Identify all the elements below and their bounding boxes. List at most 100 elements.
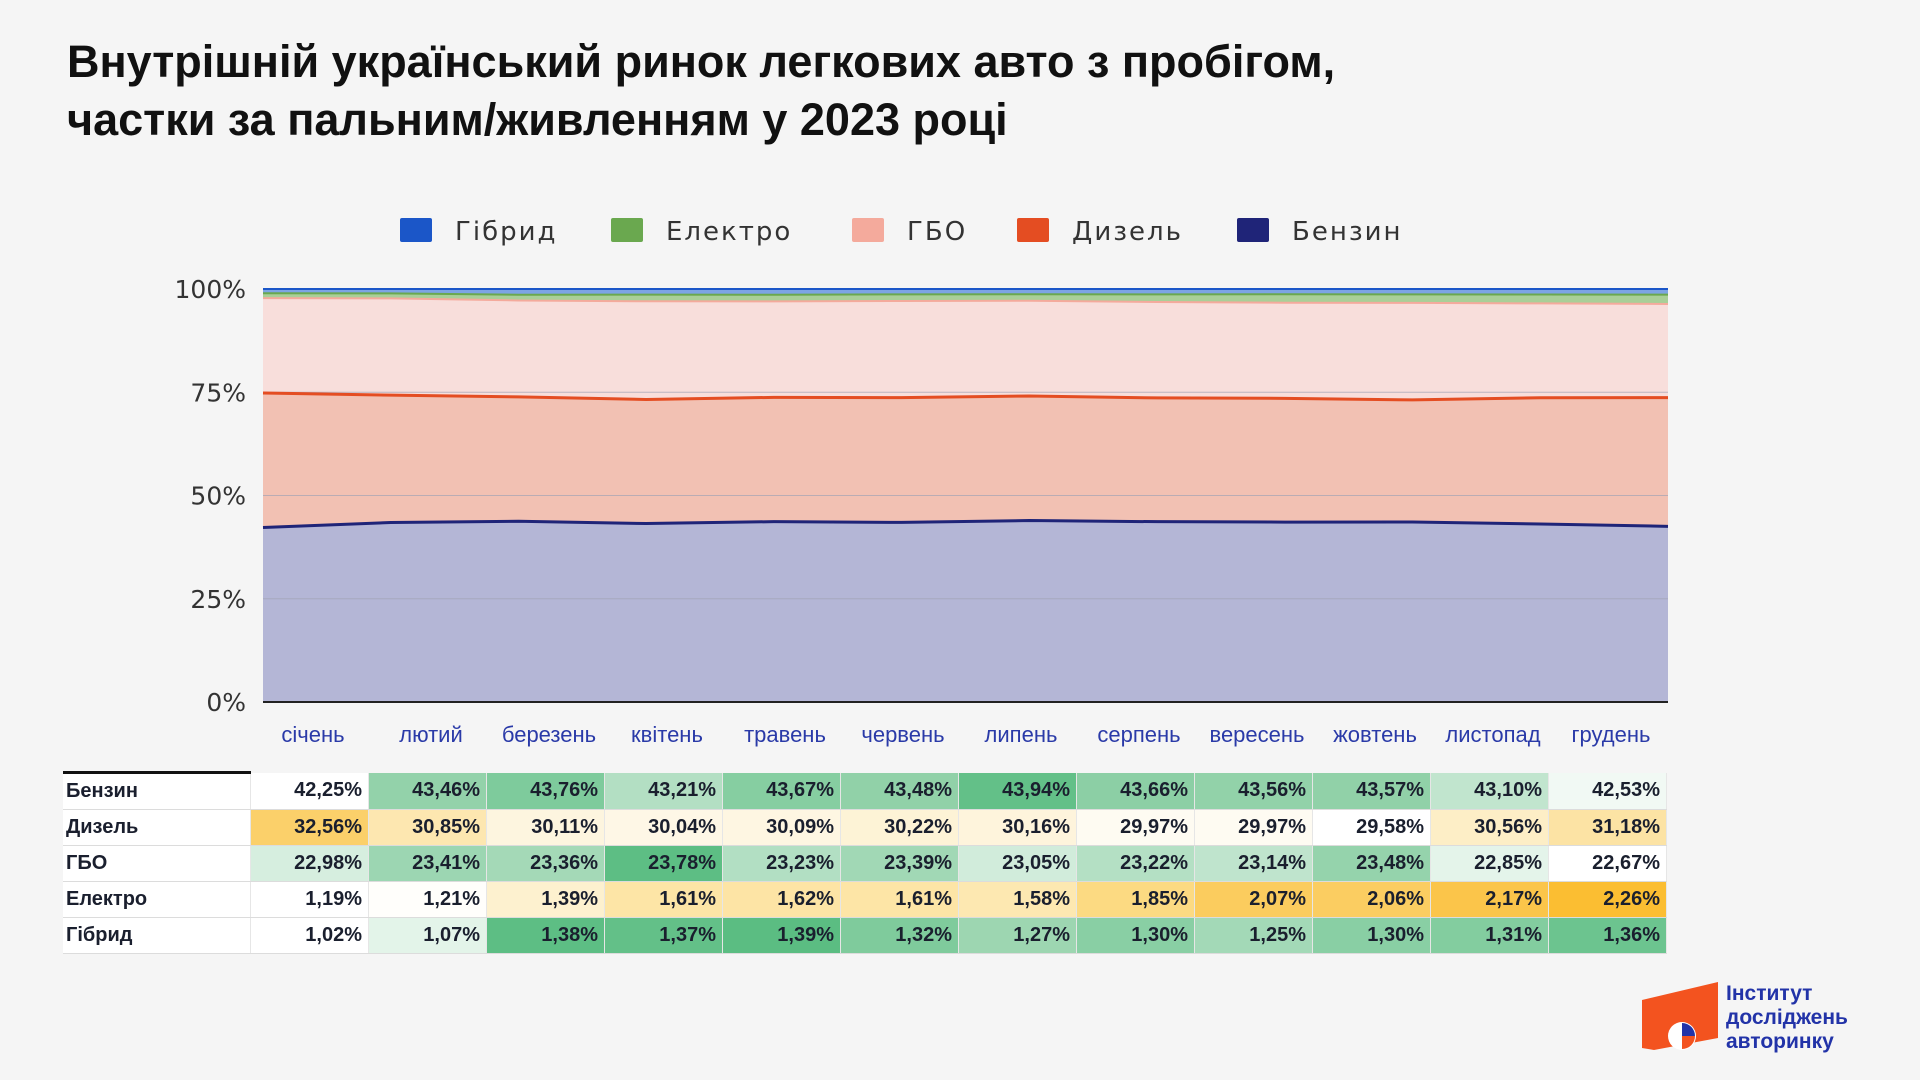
- legend-label: Гібрид: [455, 217, 558, 247]
- table-cell: 42,53%: [1548, 772, 1667, 810]
- table-cell: 1,27%: [958, 917, 1077, 954]
- table-cell: 30,85%: [368, 809, 487, 846]
- table-cell: 1,36%: [1548, 917, 1667, 954]
- x-tick-label: січень: [281, 722, 345, 747]
- table-row: Гібрид 1,02% 1,07% 1,38% 1,37% 1,39% 1,32% 1,27…: [63, 917, 1667, 954]
- x-tick-label: червень: [861, 722, 945, 747]
- table-cell: 1,39%: [486, 881, 605, 918]
- table-cell: 1,37%: [604, 917, 723, 954]
- legend-swatch: [852, 218, 884, 242]
- table-cell: 1,30%: [1312, 917, 1431, 954]
- table-cell: 1,07%: [368, 917, 487, 954]
- x-tick-label: липень: [984, 722, 1058, 747]
- table-cell: 2,06%: [1312, 881, 1431, 918]
- x-tick-label: грудень: [1571, 722, 1651, 747]
- x-tick-label: березень: [501, 722, 597, 747]
- table-cell: 43,21%: [604, 772, 723, 810]
- line-ГБО: [262, 297, 1669, 305]
- table-cell: 42,25%: [250, 772, 369, 810]
- table-cell: 23,48%: [1312, 845, 1431, 882]
- table-cell: 30,56%: [1430, 809, 1549, 846]
- legend-label: Дизель: [1072, 217, 1183, 247]
- table-cell: 29,58%: [1312, 809, 1431, 846]
- legend-swatch: [1017, 218, 1049, 242]
- table-cell: 43,76%: [486, 772, 605, 810]
- line-Електро: [262, 292, 1669, 296]
- y-tick-label: 100%: [175, 275, 246, 304]
- table-cell: 43,48%: [840, 772, 959, 810]
- plot-area: [262, 288, 1669, 703]
- table-cell: 1,31%: [1430, 917, 1549, 954]
- x-tick-label: серпень: [1097, 722, 1181, 747]
- table-row: ГБО 22,98% 23,41% 23,36% 23,78% 23,23% 23,39% 2…: [63, 845, 1667, 882]
- x-axis-labels: січень лютий березень квітень травень червень…: [254, 722, 1670, 752]
- x-tick-label: листопад: [1445, 722, 1541, 747]
- table-cell: 1,32%: [840, 917, 959, 954]
- legend-item-Гібрид: Гібрид: [400, 217, 558, 247]
- line-Дизель: [262, 391, 1669, 402]
- table-cell: 1,61%: [840, 881, 959, 918]
- table-row: Дизель 32,56% 30,85% 30,11% 30,04% 30,09% 30,2…: [63, 809, 1667, 846]
- table-cell: 1,30%: [1076, 917, 1195, 954]
- table-row: Електро 1,19% 1,21% 1,39% 1,61% 1,62% 1,61% 1,5…: [63, 881, 1667, 918]
- legend-item-ГБО: ГБО: [852, 217, 965, 247]
- logo-line-1: Інститут: [1726, 982, 1813, 1005]
- x-tick-label: лютий: [399, 722, 463, 747]
- table-cell: 2,17%: [1430, 881, 1549, 918]
- row-label: Гібрид: [63, 917, 251, 954]
- table-cell: 32,56%: [250, 809, 369, 846]
- legend-swatch: [1237, 218, 1269, 242]
- table-cell: 1,19%: [250, 881, 369, 918]
- table-cell: 23,23%: [722, 845, 841, 882]
- table-cell: 1,58%: [958, 881, 1077, 918]
- logo-text: Інститут досліджень авторинку: [1726, 982, 1848, 1054]
- logo-icon: [1642, 982, 1718, 1050]
- title-line-1: Внутрішній український ринок легкових ав…: [67, 36, 1336, 87]
- logo: [1642, 982, 1718, 1050]
- logo-line-3: авторинку: [1726, 1030, 1834, 1053]
- row-label: ГБО: [63, 845, 251, 882]
- legend-label: Електро: [666, 217, 792, 247]
- area-Дизель: [263, 393, 1668, 528]
- table-cell: 43,10%: [1430, 772, 1549, 810]
- table-cell: 23,22%: [1076, 845, 1195, 882]
- table-cell: 23,14%: [1194, 845, 1313, 882]
- table-cell: 30,09%: [722, 809, 841, 846]
- y-tick-label: 50%: [190, 482, 246, 511]
- table-cell: 43,67%: [722, 772, 841, 810]
- table-cell: 1,61%: [604, 881, 723, 918]
- table-cell: 1,62%: [722, 881, 841, 918]
- x-tick-label: квітень: [631, 722, 703, 747]
- table-cell: 43,57%: [1312, 772, 1431, 810]
- table-cell: 23,36%: [486, 845, 605, 882]
- table-cell: 31,18%: [1548, 809, 1667, 846]
- table-cell: 43,66%: [1076, 772, 1195, 810]
- table-cell: 43,46%: [368, 772, 487, 810]
- table-cell: 30,22%: [840, 809, 959, 846]
- legend-item-Дизель: Дизель: [1017, 217, 1183, 247]
- table-cell: 30,16%: [958, 809, 1077, 846]
- y-tick-label: 25%: [190, 585, 246, 614]
- table-cell: 23,78%: [604, 845, 723, 882]
- table-cell: 1,38%: [486, 917, 605, 954]
- y-tick-label: 0%: [206, 688, 246, 717]
- table-row: Бензин 42,25% 43,46% 43,76% 43,21% 43,67% 43,4…: [63, 771, 1667, 810]
- table-cell: 23,39%: [840, 845, 959, 882]
- row-label: Електро: [63, 881, 251, 918]
- row-label: Бензин: [63, 771, 251, 810]
- table-cell: 30,04%: [604, 809, 723, 846]
- x-tick-label: травень: [744, 722, 826, 747]
- table-cell: 22,67%: [1548, 845, 1667, 882]
- table-cell: 29,97%: [1194, 809, 1313, 846]
- y-tick-label: 75%: [190, 378, 246, 407]
- table-cell: 1,25%: [1194, 917, 1313, 954]
- table-cell: 43,94%: [958, 772, 1077, 810]
- title-line-2: частки за пальним/живленням у 2023 році: [67, 94, 1008, 145]
- table-cell: 29,97%: [1076, 809, 1195, 846]
- table-cell: 1,39%: [722, 917, 841, 954]
- x-tick-label: вересень: [1209, 722, 1305, 747]
- chart-legend: Гібрид Електро ГБО Дизель Бензин: [400, 217, 1401, 247]
- table-cell: 30,11%: [486, 809, 605, 846]
- y-axis: 0% 25% 50% 75% 100%: [175, 275, 246, 717]
